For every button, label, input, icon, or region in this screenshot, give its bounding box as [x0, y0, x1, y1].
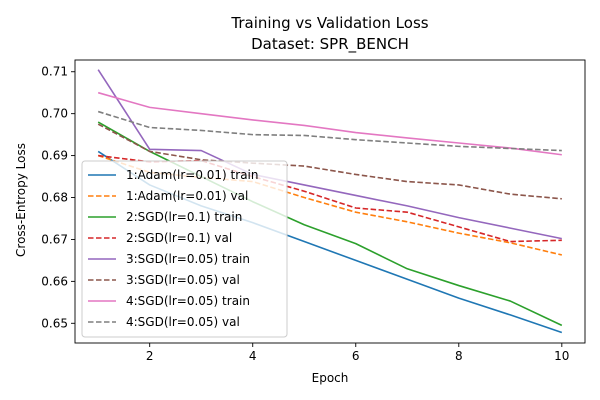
legend-label-5: 3:SGD(lr=0.05) train: [126, 252, 250, 266]
legend-label-6: 3:SGD(lr=0.05) val: [126, 273, 240, 287]
plot-frame: [74, 59, 586, 344]
x-tick-label: 10: [554, 349, 569, 363]
legend-label-1: 1:Adam(lr=0.01) train: [126, 168, 259, 182]
legend: 1:Adam(lr=0.01) train 1:Adam(lr=0.01) val…: [81, 160, 288, 338]
x-axis-label: Epoch: [312, 371, 349, 385]
axes-layer: 2 4 6 8 10 0.65 0.66 0.67 0.68 0.69 0.70 0.71: [41, 59, 586, 363]
legend-label-3: 2:SGD(lr=0.1) train: [126, 210, 242, 224]
y-axis-label: Cross-Entropy Loss: [14, 143, 28, 257]
legend-label-2: 1:Adam(lr=0.01) val: [126, 189, 248, 203]
y-tick-label: 0.67: [41, 232, 68, 246]
legend-box: [81, 160, 288, 338]
legend-label-7: 4:SGD(lr=0.05) train: [126, 294, 250, 308]
y-tick-label: 0.66: [41, 274, 68, 288]
x-tick-label: 6: [352, 349, 360, 363]
series-line-4: [98, 154, 562, 243]
x-tick-label: 2: [146, 349, 154, 363]
legend-label-4: 2:SGD(lr=0.1) val: [126, 231, 232, 245]
series-line-6: [97, 123, 562, 200]
y-tick-label: 0.70: [41, 107, 68, 121]
series-line-5: [97, 69, 562, 240]
chart-title-line2: Dataset: SPR_BENCH: [251, 35, 409, 54]
chart-title-line1: Training vs Validation Loss: [230, 14, 428, 32]
y-tick-label: 0.65: [41, 316, 68, 330]
series-line-8: [97, 110, 562, 152]
legend-label-8: 4:SGD(lr=0.05) val: [126, 315, 240, 329]
y-tick-label: 0.69: [41, 149, 68, 163]
series-line-7: [97, 91, 562, 156]
x-tick-label: 4: [249, 349, 257, 363]
x-tick-label: 8: [455, 349, 463, 363]
y-tick-label: 0.71: [41, 65, 68, 79]
y-tick-label: 0.68: [41, 191, 68, 205]
